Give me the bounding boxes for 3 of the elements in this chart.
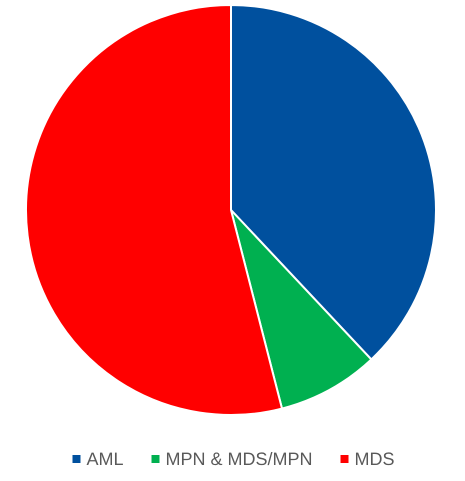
legend-label: MPN & MDS/MPN bbox=[166, 449, 313, 469]
legend-label: MDS bbox=[354, 449, 395, 469]
legend-label: AML bbox=[86, 449, 124, 469]
